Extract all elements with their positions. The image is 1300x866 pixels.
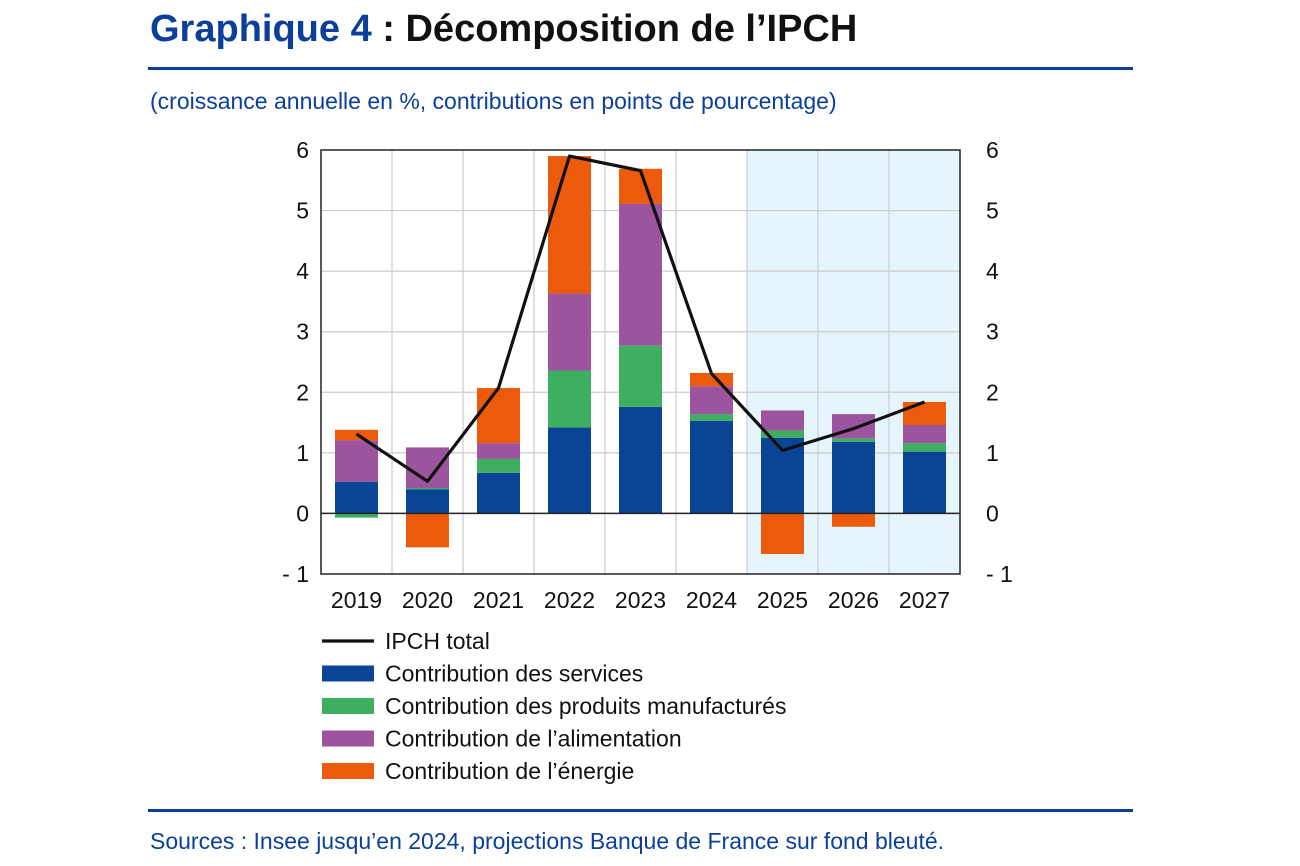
legend-swatch-food xyxy=(322,730,374,747)
chart-title: Graphique 4 : Décomposition de l’IPCH xyxy=(150,8,857,51)
bar-food-2022 xyxy=(548,293,591,371)
y-tick-right: 5 xyxy=(986,198,999,224)
line-ipch-total xyxy=(355,154,926,483)
y-tick-right: - 1 xyxy=(986,561,1013,587)
bar-services-2026 xyxy=(832,441,875,514)
y-tick-right: 1 xyxy=(986,440,999,466)
bar-food-2027 xyxy=(903,424,946,444)
x-tick-2019: 2019 xyxy=(331,587,382,613)
bar-services-2024 xyxy=(690,420,733,514)
legend-label-total: IPCH total xyxy=(385,628,490,654)
legend-swatch-manufactured xyxy=(322,698,374,714)
y-tick-left: 4 xyxy=(296,258,309,284)
chart-subtitle: (croissance annuelle en %, contributions… xyxy=(150,88,837,114)
x-tick-2022: 2022 xyxy=(544,587,595,613)
bar-manufactured-2026 xyxy=(832,438,875,442)
x-tick-2020: 2020 xyxy=(402,587,453,613)
bar-manufactured-2022 xyxy=(548,370,591,428)
y-tick-right: 0 xyxy=(986,500,999,526)
bar-manufactured-2020 xyxy=(406,487,449,490)
x-tick-2024: 2024 xyxy=(686,587,737,613)
bar-services-2021 xyxy=(477,472,520,514)
bar-manufactured-2027 xyxy=(903,443,946,452)
source-note: Sources : Insee jusqu’en 2024, projectio… xyxy=(150,828,945,854)
y-tick-right: 3 xyxy=(986,319,999,345)
legend-label-manufactured: Contribution des produits manufacturés xyxy=(385,693,786,719)
legend-swatch-energy xyxy=(322,763,374,779)
bar-manufactured-2019 xyxy=(335,513,378,518)
chart-title-number: Graphique 4 xyxy=(150,8,372,50)
y-tick-left: 5 xyxy=(296,198,309,224)
y-tick-right: 4 xyxy=(986,258,999,284)
bar-energy-2022 xyxy=(548,156,591,294)
bar-services-2019 xyxy=(335,481,378,514)
chart-title-text: : Décomposition de l’IPCH xyxy=(371,8,858,50)
bar-services-2022 xyxy=(548,427,591,514)
bar-food-2019 xyxy=(335,440,378,482)
legend-label-energy: Contribution de l’énergie xyxy=(385,758,634,784)
y-tick-left: 3 xyxy=(296,319,309,345)
bar-services-2020 xyxy=(406,489,449,514)
legend-swatch-services xyxy=(322,665,374,682)
bar-energy-2020 xyxy=(406,513,449,548)
y-tick-right: 6 xyxy=(986,137,999,163)
y-tick-left: 2 xyxy=(296,379,309,405)
bar-manufactured-2023 xyxy=(619,345,662,407)
bar-manufactured-2021 xyxy=(477,458,520,473)
bar-services-2023 xyxy=(619,406,662,514)
bar-services-2027 xyxy=(903,451,946,514)
top-rule xyxy=(148,67,1133,70)
y-tick-right: 2 xyxy=(986,379,999,405)
x-tick-2021: 2021 xyxy=(473,587,524,613)
legend-label-food: Contribution de l’alimentation xyxy=(385,726,682,752)
y-tick-left: 1 xyxy=(296,440,309,466)
bar-food-2025 xyxy=(761,410,804,431)
plot-frame xyxy=(320,149,961,575)
y-tick-left: 0 xyxy=(296,500,309,526)
bar-manufactured-2024 xyxy=(690,414,733,421)
y-tick-left: 6 xyxy=(296,137,309,163)
legend-label-services: Contribution des services xyxy=(385,661,643,687)
bar-energy-2026 xyxy=(832,513,875,527)
x-tick-2025: 2025 xyxy=(757,587,808,613)
bar-energy-2025 xyxy=(761,513,804,555)
bar-food-2023 xyxy=(619,203,662,346)
bottom-rule xyxy=(148,809,1133,812)
bar-energy-2021 xyxy=(477,388,520,444)
x-tick-2026: 2026 xyxy=(828,587,879,613)
bar-food-2021 xyxy=(477,443,520,459)
y-tick-left: - 1 xyxy=(282,561,309,587)
bar-energy-2027 xyxy=(903,401,946,425)
x-tick-2027: 2027 xyxy=(899,587,950,613)
x-tick-2023: 2023 xyxy=(615,587,666,613)
bar-manufactured-2025 xyxy=(761,430,804,438)
